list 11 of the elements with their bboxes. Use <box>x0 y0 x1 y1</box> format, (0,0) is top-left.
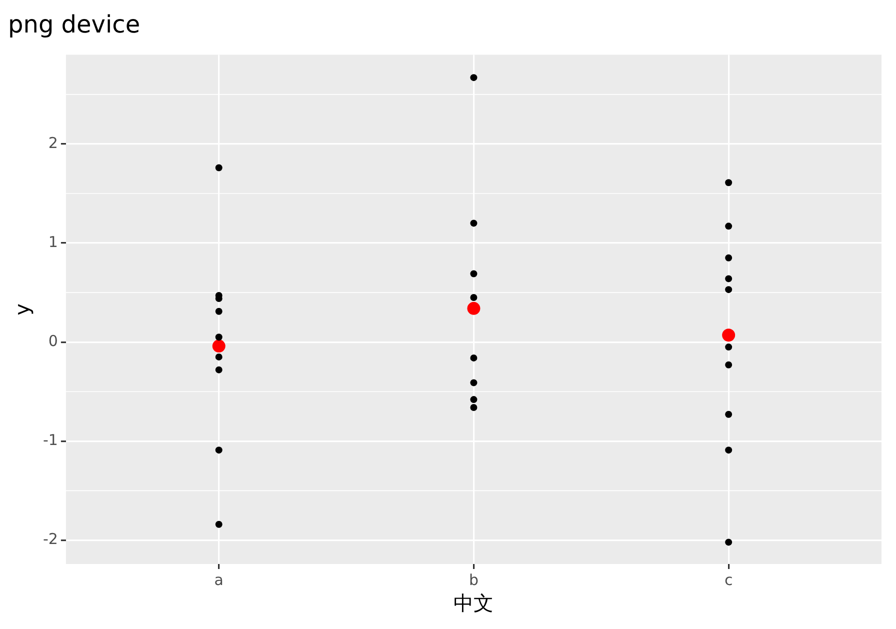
y-tick-label: 2 <box>48 134 58 152</box>
y-tick-label: 0 <box>48 332 58 350</box>
y-tick-label: -2 <box>42 530 58 548</box>
x-tick-label: c <box>724 570 733 589</box>
y-tick-label: 1 <box>48 232 58 251</box>
y-tick-label: -1 <box>42 431 58 450</box>
chart-title: png device <box>8 10 140 39</box>
x-axis-title: 中文 <box>454 591 494 616</box>
y-axis-title: y <box>10 303 34 316</box>
x-tick-label: a <box>214 570 224 589</box>
x-tick-label: b <box>468 570 478 589</box>
